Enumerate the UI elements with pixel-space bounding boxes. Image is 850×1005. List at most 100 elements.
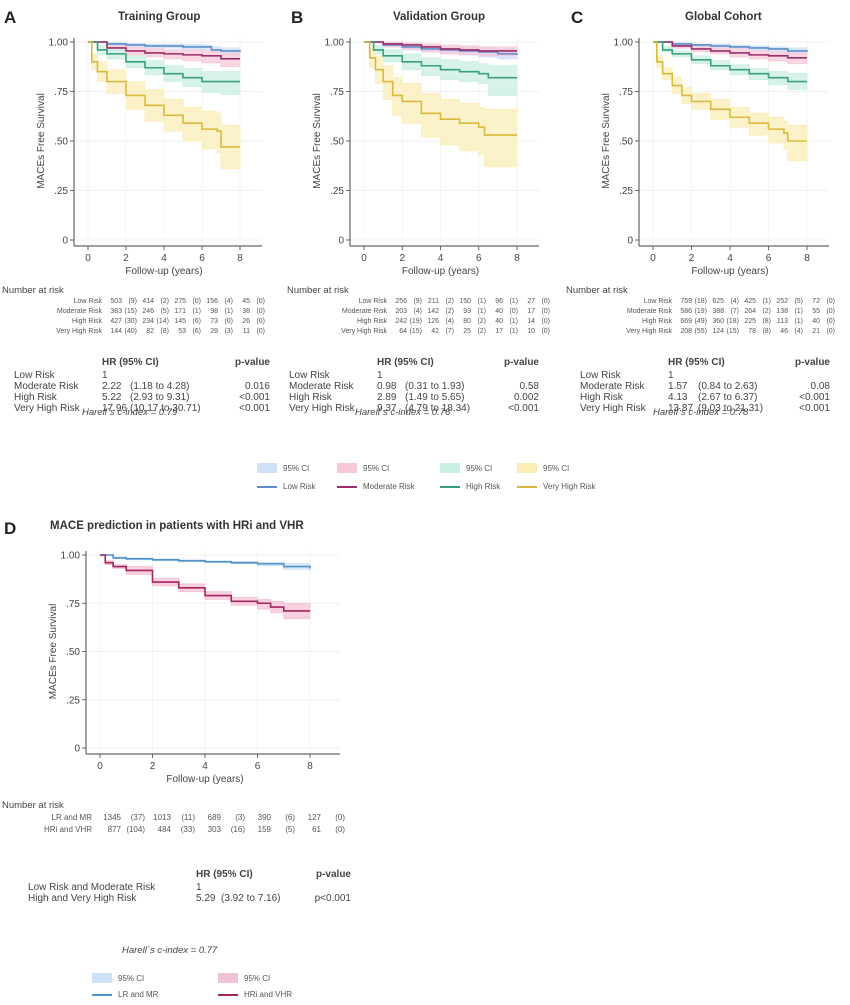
y-tick-label: .25 — [330, 186, 344, 197]
legend-line-lrmr: LR and MR — [92, 990, 158, 999]
event-count: (37) — [130, 813, 145, 822]
ci-swatch — [337, 463, 357, 473]
legend-line-label: Low Risk — [283, 482, 316, 491]
event-count: (4) — [413, 308, 422, 315]
hr-header-spacer — [580, 357, 668, 368]
km-chart-global: 0 .25 .50 .75 1.00 0 2 4 6 8 Follow-up (years) MACE… — [601, 38, 829, 277]
event-count: (5) — [794, 298, 803, 305]
hr-table-row: Moderate Risk 0.98 (0.31 to 1.93) 0.58 — [289, 381, 539, 392]
hr-header-spacer — [14, 357, 102, 368]
event-count: (3) — [224, 328, 233, 335]
p-value: <0.001 — [799, 392, 830, 403]
line-swatch — [440, 485, 460, 488]
legend-ci-label: 95% CI — [466, 463, 493, 473]
event-count: (2) — [445, 298, 454, 305]
y-tick-label: 1.00 — [325, 38, 345, 49]
confidence-interval — [221, 882, 301, 893]
event-count: (15) — [409, 328, 422, 335]
p-value-header: p-value — [794, 357, 830, 368]
event-count: (33) — [180, 825, 195, 834]
risk-table-row: Low Risk 256 (9) 211 (2) 150 (1) 96 (1) 27 (0) — [285, 297, 550, 307]
at-risk-count: 17 — [495, 328, 503, 335]
confidence-interval: (10.17 to 30.71) — [130, 403, 201, 414]
event-count: (1) — [794, 318, 803, 325]
x-tick-label: 6 — [255, 761, 261, 772]
event-count: (7) — [730, 308, 739, 315]
risk-table-row: Very High Risk 208 (55) 124 (15) 78 (8) 46 (4) 21… — [565, 327, 835, 337]
p-value-header: p-value — [503, 357, 539, 368]
legend-ci-lrmr: 95% CI — [92, 973, 144, 983]
risk-row-label: Moderate Risk — [341, 308, 387, 315]
event-count: (30) — [124, 318, 137, 325]
survival-line-moderate — [653, 41, 807, 59]
hr-table-header: HR (95% CI) p-value — [580, 357, 830, 368]
x-tick-label: 4 — [161, 253, 167, 264]
confidence-interval: (0.31 to 1.93) — [405, 381, 465, 392]
at-risk-count: 484 — [157, 825, 171, 834]
at-risk-count: 360 — [712, 318, 724, 325]
confidence-interval: (0.84 to 2.63) — [698, 381, 758, 392]
at-risk-count: 38 — [242, 308, 250, 315]
event-count: (9) — [128, 298, 137, 305]
event-count: (6) — [192, 318, 201, 325]
cindex-c: Harell´s c-index = 0.78 — [653, 407, 749, 418]
legend-ci-high: 95% CI — [440, 463, 492, 473]
y-axis-label: MACEs Free Survival — [601, 93, 612, 189]
cindex-d: Harell´s c-index = 0.77 — [122, 945, 218, 956]
event-count: (1) — [477, 308, 486, 315]
hazard-ratio: 5.22 — [102, 392, 122, 403]
hr-row-label: High Risk — [580, 392, 623, 403]
risk-row-label: High Risk — [642, 318, 672, 325]
hr-header: HR (95% CI) — [377, 357, 434, 368]
event-count: (0) — [509, 308, 518, 315]
at-risk-count: 303 — [207, 825, 221, 834]
event-count: (0) — [256, 328, 265, 335]
at-risk-count: 45 — [242, 298, 250, 305]
risk-table-row: Very High Risk 64 (15) 42 (7) 25 (2) 17 (1) 10 (0) — [285, 327, 550, 337]
hr-row-label: Very High Risk — [580, 403, 646, 414]
at-risk-count: 96 — [495, 298, 503, 305]
risk-table-row: High Risk 669 (49) 360 (18) 225 (8) 113 (1) 40 (0) — [565, 317, 835, 327]
y-tick-label: .25 — [619, 186, 633, 197]
at-risk-count: 46 — [780, 328, 788, 335]
x-tick-label: 6 — [476, 253, 482, 264]
risk-table-row: Low Risk 759 (18) 625 (4) 425 (1) 252 (5) 72 (0) — [565, 297, 835, 307]
event-count: (8) — [762, 328, 771, 335]
hr-table-row: High Risk 4.13 (2.67 to 6.37) <0.001 — [580, 392, 830, 403]
at-risk-count: 127 — [307, 813, 321, 822]
y-tick-label: 0 — [74, 744, 80, 755]
at-risk-count: 264 — [744, 308, 756, 315]
cindex-a: Harell´s c-index = 0.79 — [82, 407, 178, 418]
hazard-ratio: 4.13 — [668, 392, 688, 403]
event-count: (0) — [335, 825, 345, 834]
event-count: (0) — [256, 298, 265, 305]
risk-row-label: Moderate Risk — [626, 308, 672, 315]
risk-row-label: Low Risk — [73, 298, 102, 305]
x-tick-label: 0 — [361, 253, 367, 264]
at-risk-count: 171 — [174, 308, 186, 315]
risk-row-label: Low Risk — [358, 298, 387, 305]
x-tick-label: 6 — [766, 253, 772, 264]
event-count: (1) — [224, 308, 233, 315]
at-risk-count: 10 — [527, 328, 535, 335]
p-value — [487, 370, 539, 381]
at-risk-count: 1013 — [153, 813, 171, 822]
at-risk-count: 61 — [312, 825, 321, 834]
hr-row-label: Low Risk — [289, 370, 330, 381]
legend-combined-groups: 95% CI LR and MR 95% CI HRi and VHR — [90, 970, 350, 1005]
p-value: <0.001 — [799, 403, 830, 414]
hazard-ratio: 2.89 — [377, 392, 397, 403]
at-risk-count: 225 — [744, 318, 756, 325]
at-risk-count: 138 — [776, 308, 788, 315]
at-risk-count: 72 — [812, 298, 820, 305]
x-axis-label: Follow-up (years) — [691, 266, 768, 277]
at-risk-count: 211 — [427, 298, 439, 305]
risk-table-title-a: Number at risk — [2, 285, 64, 296]
hr-header: HR (95% CI) — [196, 869, 253, 880]
event-count: (0) — [541, 318, 550, 325]
hr-table-header: HR (95% CI) p-value — [289, 357, 539, 368]
hazard-ratio: 1 — [102, 370, 108, 381]
at-risk-count: 40 — [495, 318, 503, 325]
hr-row-label: Very High Risk — [14, 403, 80, 414]
y-tick-label: 1.00 — [614, 38, 634, 49]
